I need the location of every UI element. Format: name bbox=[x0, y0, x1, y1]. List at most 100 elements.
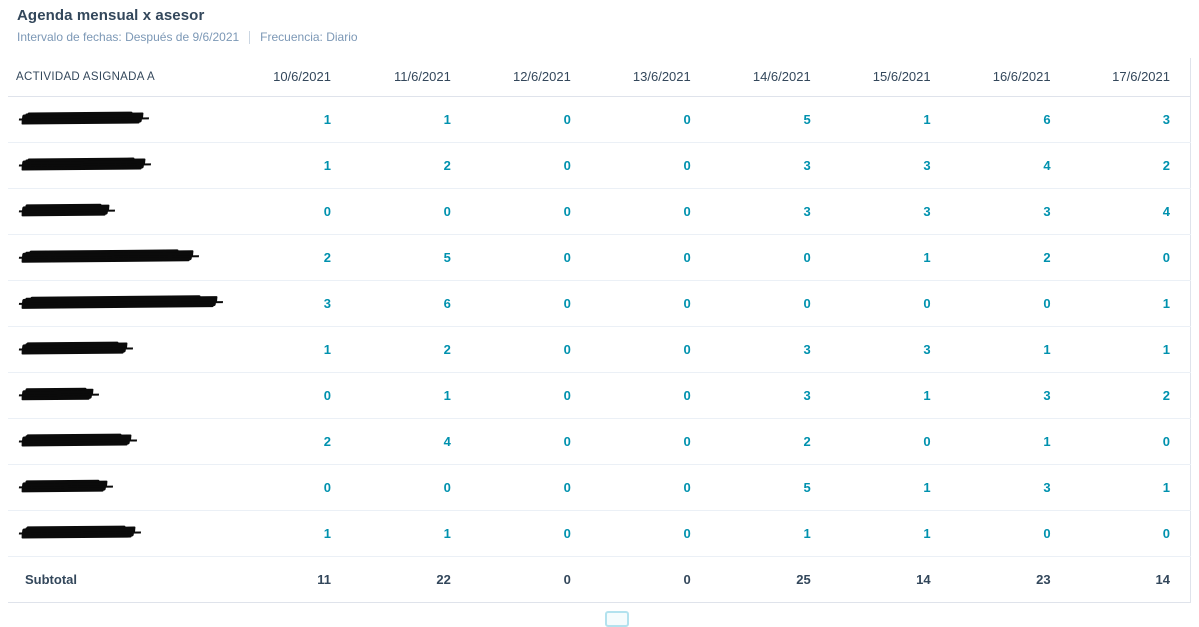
value-cell[interactable]: 0 bbox=[710, 234, 831, 281]
value-cell[interactable]: 1 bbox=[350, 372, 471, 419]
value-cell[interactable]: 0 bbox=[470, 464, 591, 511]
value-cell[interactable]: 4 bbox=[350, 418, 471, 465]
column-header-date[interactable]: 13/6/2021 bbox=[590, 58, 711, 97]
value-cell[interactable]: 1 bbox=[950, 418, 1071, 465]
value-cell[interactable]: 0 bbox=[590, 464, 711, 511]
value-cell[interactable]: 5 bbox=[710, 96, 831, 143]
value-cell[interactable]: 0 bbox=[470, 234, 591, 281]
value-cell[interactable]: 0 bbox=[830, 418, 951, 465]
value-cell[interactable]: 0 bbox=[590, 188, 711, 235]
value-cell[interactable]: 0 bbox=[470, 326, 591, 373]
column-header-date[interactable]: 16/6/2021 bbox=[950, 58, 1071, 97]
value-cell[interactable]: 0 bbox=[590, 326, 711, 373]
value-cell[interactable]: 1 bbox=[231, 142, 351, 189]
value-cell[interactable]: 2 bbox=[231, 234, 351, 281]
value-cell[interactable]: 0 bbox=[590, 280, 711, 327]
value-cell[interactable]: 0 bbox=[590, 96, 711, 143]
value-cell[interactable]: 2 bbox=[350, 142, 471, 189]
redaction-scribble bbox=[21, 113, 143, 124]
value-cell[interactable]: 0 bbox=[231, 464, 351, 511]
value-cell[interactable]: 0 bbox=[1070, 418, 1191, 465]
value-cell[interactable]: 0 bbox=[590, 418, 711, 465]
value-cell[interactable]: 2 bbox=[710, 418, 831, 465]
value-cell[interactable]: 1 bbox=[830, 234, 951, 281]
value-cell[interactable]: 3 bbox=[710, 188, 831, 235]
frequency-label: Frecuencia: bbox=[260, 30, 323, 44]
value-cell[interactable]: 6 bbox=[350, 280, 471, 327]
value-cell[interactable]: 3 bbox=[830, 142, 951, 189]
value-cell[interactable]: 1 bbox=[710, 510, 831, 557]
value-cell[interactable]: 0 bbox=[590, 142, 711, 189]
value-cell[interactable]: 0 bbox=[470, 188, 591, 235]
value-cell[interactable]: 0 bbox=[710, 280, 831, 327]
value-cell[interactable]: 1 bbox=[1070, 326, 1191, 373]
value-cell[interactable]: 5 bbox=[350, 234, 471, 281]
value-cell[interactable]: 5 bbox=[710, 464, 831, 511]
value-cell[interactable]: 0 bbox=[1070, 510, 1191, 557]
value-cell[interactable]: 0 bbox=[470, 280, 591, 327]
value-cell[interactable]: 1 bbox=[950, 326, 1071, 373]
value-cell[interactable]: 0 bbox=[231, 188, 351, 235]
value-cell[interactable]: 0 bbox=[590, 510, 711, 557]
value-cell[interactable]: 3 bbox=[950, 372, 1071, 419]
table-header-row: ACTIVIDAD ASIGNADA A 10/6/2021 11/6/2021 1… bbox=[8, 58, 1191, 97]
value-cell[interactable]: 3 bbox=[950, 188, 1071, 235]
value-cell[interactable]: 0 bbox=[950, 280, 1071, 327]
report-filters: Intervalo de fechas: Después de 9/6/2021… bbox=[17, 30, 1199, 44]
value-cell[interactable]: 1 bbox=[231, 96, 351, 143]
value-cell[interactable]: 0 bbox=[350, 188, 471, 235]
column-header-date[interactable]: 14/6/2021 bbox=[710, 58, 831, 97]
value-cell[interactable]: 1 bbox=[1070, 464, 1191, 511]
value-cell[interactable]: 1 bbox=[830, 96, 951, 143]
value-cell[interactable]: 3 bbox=[710, 372, 831, 419]
value-cell[interactable]: 0 bbox=[470, 372, 591, 419]
column-header-date[interactable]: 10/6/2021 bbox=[231, 58, 351, 97]
value-cell[interactable]: 4 bbox=[950, 142, 1071, 189]
date-range-value: Después de 9/6/2021 bbox=[125, 30, 240, 44]
pagination-button-partial[interactable] bbox=[605, 611, 629, 627]
advisor-name-cell bbox=[8, 510, 231, 557]
value-cell[interactable]: 3 bbox=[710, 326, 831, 373]
value-cell[interactable]: 0 bbox=[470, 142, 591, 189]
value-cell[interactable]: 2 bbox=[950, 234, 1071, 281]
column-header-date[interactable]: 11/6/2021 bbox=[350, 58, 471, 97]
value-cell[interactable]: 0 bbox=[1070, 234, 1191, 281]
value-cell[interactable]: 0 bbox=[950, 510, 1071, 557]
value-cell[interactable]: 0 bbox=[470, 510, 591, 557]
column-header-date[interactable]: 12/6/2021 bbox=[470, 58, 591, 97]
column-header-actividad-asignada[interactable]: ACTIVIDAD ASIGNADA A bbox=[8, 58, 231, 97]
value-cell[interactable]: 0 bbox=[350, 464, 471, 511]
column-header-date[interactable]: 17/6/2021 bbox=[1070, 58, 1191, 97]
value-cell[interactable]: 3 bbox=[1070, 96, 1191, 143]
value-cell[interactable]: 2 bbox=[1070, 142, 1191, 189]
value-cell[interactable]: 3 bbox=[830, 188, 951, 235]
value-cell[interactable]: 2 bbox=[1070, 372, 1191, 419]
value-cell[interactable]: 1 bbox=[830, 510, 951, 557]
value-cell[interactable]: 0 bbox=[470, 96, 591, 143]
advisor-name-cell bbox=[8, 326, 231, 373]
value-cell[interactable]: 3 bbox=[830, 326, 951, 373]
value-cell[interactable]: 4 bbox=[1070, 188, 1191, 235]
value-cell[interactable]: 1 bbox=[350, 96, 471, 143]
value-cell[interactable]: 6 bbox=[950, 96, 1071, 143]
value-cell[interactable]: 1 bbox=[830, 464, 951, 511]
value-cell[interactable]: 0 bbox=[590, 234, 711, 281]
value-cell[interactable]: 2 bbox=[350, 326, 471, 373]
value-cell[interactable]: 3 bbox=[710, 142, 831, 189]
value-cell[interactable]: 3 bbox=[231, 280, 351, 327]
subtotal-value-cell: 0 bbox=[590, 556, 711, 603]
value-cell[interactable]: 1 bbox=[231, 510, 351, 557]
value-cell[interactable]: 1 bbox=[1070, 280, 1191, 327]
value-cell[interactable]: 2 bbox=[231, 418, 351, 465]
frequency-value: Diario bbox=[326, 30, 358, 44]
column-header-date[interactable]: 15/6/2021 bbox=[830, 58, 951, 97]
value-cell[interactable]: 0 bbox=[470, 418, 591, 465]
value-cell[interactable]: 1 bbox=[830, 372, 951, 419]
value-cell[interactable]: 0 bbox=[231, 372, 351, 419]
value-cell[interactable]: 0 bbox=[830, 280, 951, 327]
value-cell[interactable]: 1 bbox=[231, 326, 351, 373]
value-cell[interactable]: 3 bbox=[950, 464, 1071, 511]
value-cell[interactable]: 0 bbox=[590, 372, 711, 419]
value-cell[interactable]: 1 bbox=[350, 510, 471, 557]
